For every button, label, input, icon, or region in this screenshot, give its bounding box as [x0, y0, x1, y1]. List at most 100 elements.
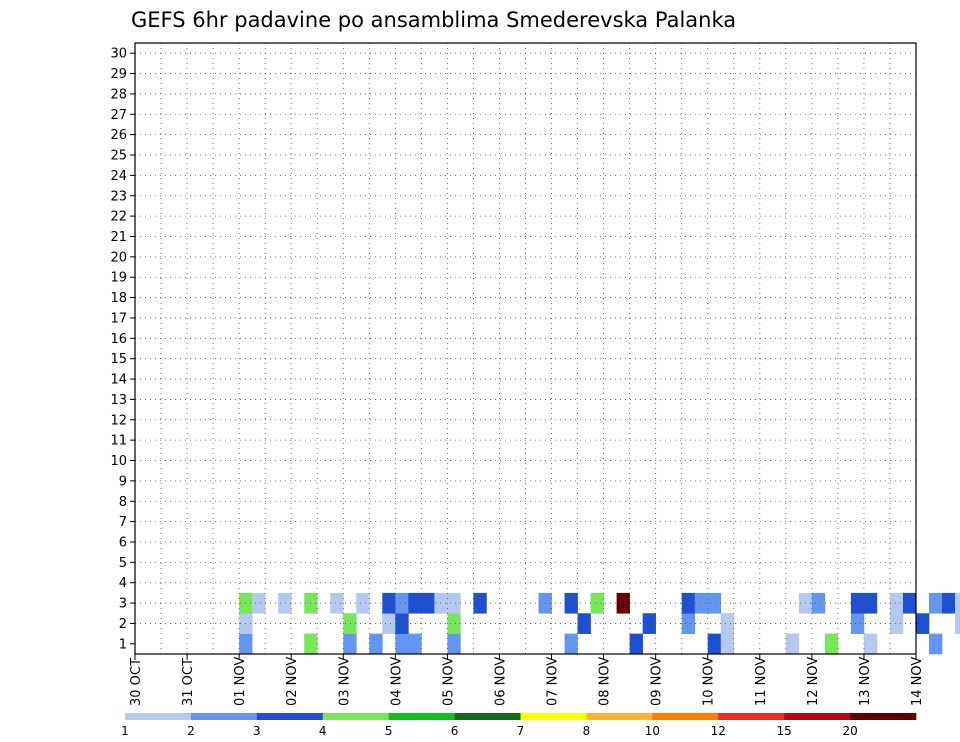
heatmap-cell — [681, 592, 696, 614]
y-tick-label: 26 — [110, 128, 127, 143]
x-tick-label: 12 NOV — [806, 657, 821, 706]
y-tick-label: 19 — [110, 271, 127, 286]
y-tick-label: 24 — [110, 169, 127, 184]
legend-label: 7 — [517, 724, 525, 738]
heatmap-cell — [278, 592, 292, 614]
y-tick-label: 27 — [110, 108, 127, 123]
x-tick-label: 11 NOV — [754, 657, 769, 706]
legend: 1 2 3 4 5 6 7 8 10 12 15 20 — [121, 713, 917, 738]
grid-lines — [135, 43, 916, 654]
heatmap-cell — [642, 613, 656, 634]
heatmap-cell — [889, 613, 904, 634]
heatmap-cell — [421, 592, 435, 614]
x-tick-label: 13 NOV — [858, 657, 873, 706]
legend-swatch — [256, 713, 324, 720]
heatmap-cell — [382, 613, 396, 634]
x-tick-label: 14 NOV — [910, 657, 925, 706]
y-tick-label: 3 — [119, 597, 127, 612]
heatmap-cell — [824, 633, 839, 655]
x-tick-label: 02 NOV — [285, 657, 300, 706]
heatmap-cell — [343, 613, 357, 634]
legend-swatch — [190, 713, 258, 720]
heatmap-cell — [369, 633, 383, 655]
legend-label: 15 — [777, 724, 792, 738]
y-axis-ticks: 1234567891011121314151617181920212223242… — [110, 47, 135, 652]
y-tick-label: 13 — [110, 393, 127, 408]
chart-title: GEFS 6hr padavine po ansamblima Smederev… — [131, 8, 736, 32]
legend-swatch — [586, 713, 653, 720]
legend-label: 6 — [451, 724, 459, 738]
heatmap-cell — [395, 592, 409, 614]
plot-frame — [134, 42, 917, 655]
x-tick-label: 10 NOV — [702, 657, 717, 706]
y-tick-label: 1 — [119, 637, 127, 652]
heatmap-cell — [616, 592, 630, 614]
heatmap-cell — [434, 592, 448, 614]
heatmap-cell — [590, 592, 604, 614]
heatmap-cell — [955, 613, 960, 634]
y-tick-label: 6 — [119, 535, 127, 550]
heatmap-cell — [356, 592, 370, 614]
heatmap-cell — [929, 633, 943, 655]
x-tick-label: 31 OCT — [181, 658, 196, 706]
heatmap-cell — [681, 613, 696, 634]
legend-swatch — [322, 713, 389, 720]
heatmap-cell — [707, 592, 722, 614]
heatmap-cell — [916, 613, 930, 634]
heatmap-cell — [564, 592, 578, 614]
y-tick-label: 17 — [110, 311, 127, 326]
heatmap-cell — [694, 592, 709, 614]
heatmap-cell — [720, 613, 735, 634]
legend-swatch — [784, 713, 851, 720]
heatmap-cell — [382, 592, 396, 614]
y-tick-label: 8 — [119, 495, 127, 510]
x-tick-label: 05 NOV — [441, 657, 456, 706]
y-tick-label: 28 — [110, 87, 127, 102]
x-tick-label: 30 OCT — [129, 658, 144, 706]
heatmap-cell — [707, 633, 722, 655]
legend-label: 12 — [711, 724, 726, 738]
heatmap-cell — [850, 592, 865, 614]
heatmap-cell — [720, 633, 735, 655]
heatmap-cell — [564, 633, 578, 655]
legend-label: 5 — [385, 724, 393, 738]
x-tick-label: 09 NOV — [650, 657, 665, 706]
legend-label: 3 — [253, 724, 261, 738]
heatmap-cell — [395, 613, 409, 634]
x-tick-label: 04 NOV — [389, 657, 404, 706]
heatmap-cell — [889, 592, 904, 614]
y-tick-label: 9 — [119, 474, 127, 489]
legend-label: 10 — [645, 724, 660, 738]
heatmap-cell — [850, 613, 865, 634]
legend-swatch — [125, 713, 192, 720]
y-tick-label: 23 — [110, 189, 127, 204]
y-tick-label: 11 — [110, 434, 127, 449]
y-tick-label: 15 — [110, 352, 127, 367]
y-tick-label: 18 — [110, 291, 127, 306]
y-tick-label: 29 — [110, 67, 127, 82]
heatmap-cell — [330, 592, 344, 614]
y-tick-label: 12 — [110, 413, 127, 428]
legend-swatch — [850, 713, 917, 720]
heatmap-cell — [629, 633, 643, 655]
y-tick-label: 10 — [110, 454, 127, 469]
legend-swatch — [454, 713, 521, 720]
legend-label: 8 — [583, 724, 591, 738]
y-tick-label: 25 — [110, 149, 127, 164]
legend-swatch — [718, 713, 785, 720]
x-tick-label: 06 NOV — [493, 657, 508, 706]
y-tick-label: 21 — [110, 230, 127, 245]
heatmap-cell — [863, 633, 878, 655]
legend-label: 4 — [319, 724, 327, 738]
legend-swatch — [388, 713, 455, 720]
legend-label: 2 — [187, 724, 195, 738]
heatmap-cell — [447, 613, 461, 634]
y-tick-label: 22 — [110, 210, 127, 225]
heatmap-cell — [252, 592, 266, 614]
heatmap-cell — [447, 633, 461, 655]
y-tick-label: 2 — [119, 617, 127, 632]
x-axis-ticks: 30 OCT 31 OCT 01 NOV 02 NOV 03 NOV 04 NOV 05 N… — [129, 654, 925, 706]
y-tick-label: 16 — [110, 332, 127, 347]
x-tick-label: 07 NOV — [546, 657, 561, 706]
heatmap-cell — [902, 592, 917, 614]
